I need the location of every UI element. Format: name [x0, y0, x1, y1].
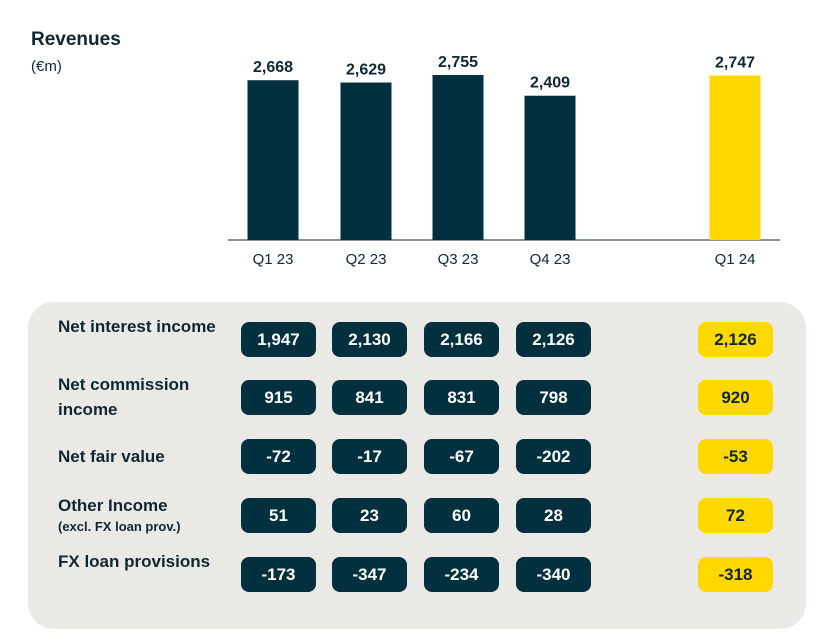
value-pill: 28: [516, 498, 591, 533]
value-pill: -72: [241, 439, 316, 474]
value-pill: -318: [698, 557, 773, 592]
value-pill: -173: [241, 557, 316, 592]
row-label: Net commission income: [58, 375, 190, 419]
value-pill: -53: [698, 439, 773, 474]
value-pill: 2,130: [332, 322, 407, 357]
value-pill: 920: [698, 380, 773, 415]
bar-q3-23: [432, 75, 484, 240]
value-pill: 915: [241, 380, 316, 415]
value-pill: 2,126: [698, 322, 773, 357]
row-label-main: Other Income: [58, 496, 168, 515]
bar-q4-23: [524, 95, 576, 240]
row-label: Net fair value: [58, 446, 165, 466]
value-pill: 60: [424, 498, 499, 533]
data-label: 2,668: [253, 59, 293, 76]
x-tick-label: Q1 24: [715, 251, 756, 268]
value-pill: 2,166: [424, 322, 499, 357]
bar-q1-24: [709, 75, 761, 240]
value-pill: -340: [516, 557, 591, 592]
x-tick-label: Q2 23: [346, 251, 387, 268]
value-pill: 831: [424, 380, 499, 415]
value-pill: 72: [698, 498, 773, 533]
data-label: 2,755: [438, 54, 478, 71]
row-label: Other Income (excl. FX loan prov.): [58, 493, 233, 535]
breakdown-panel: [28, 302, 806, 629]
x-tick-label: Q1 23: [253, 251, 294, 268]
value-pill: 2,126: [516, 322, 591, 357]
value-pill: 23: [332, 498, 407, 533]
revenue-bar-chart: 2,668 Q1 23 2,629 Q2 23 2,755 Q3 23 2,409 Q4 23…: [228, 54, 780, 268]
row-label: FX loan provisions: [58, 552, 211, 571]
row-sublabel: (excl. FX loan prov.): [58, 519, 181, 534]
x-tick-label: Q4 23: [530, 251, 571, 268]
value-pill: -202: [516, 439, 591, 474]
x-tick-label: Q3 23: [438, 251, 479, 268]
value-pill: -347: [332, 557, 407, 592]
unit-label: (€m): [31, 58, 62, 75]
value-pill: -17: [332, 439, 407, 474]
value-pill: 51: [241, 498, 316, 533]
bar-q2-23: [340, 82, 392, 240]
value-pill: 841: [332, 380, 407, 415]
data-label: 2,409: [530, 75, 570, 92]
data-label: 2,747: [715, 54, 755, 71]
value-pill: -67: [424, 439, 499, 474]
value-pill: 1,947: [241, 322, 316, 357]
value-pill: -234: [424, 557, 499, 592]
bar-q1-23: [247, 80, 299, 240]
chart-title: Revenues: [31, 29, 121, 50]
value-pill: 798: [516, 380, 591, 415]
data-label: 2,629: [346, 62, 386, 79]
row-label: Net interest income: [58, 317, 216, 336]
